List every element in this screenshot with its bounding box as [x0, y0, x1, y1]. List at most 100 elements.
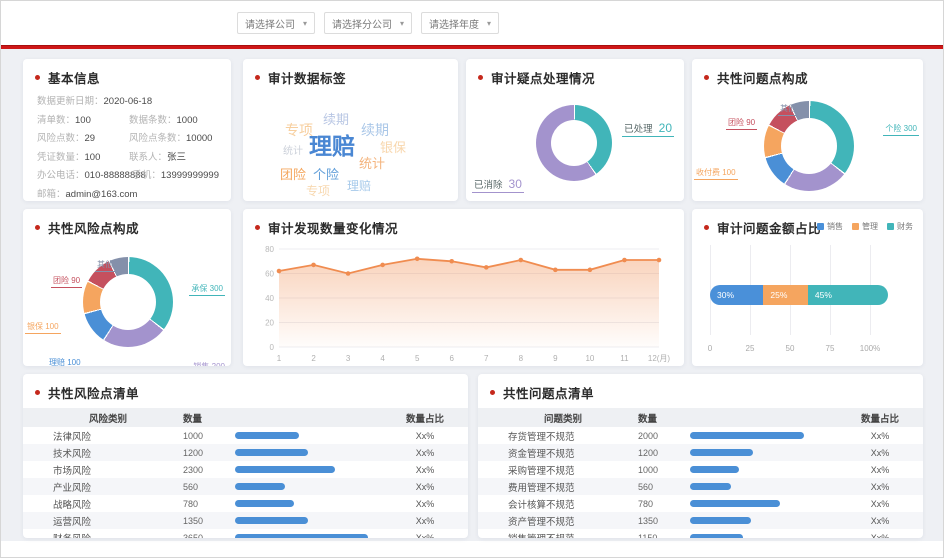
- legend-item[interactable]: 财务: [887, 221, 913, 232]
- basic-info-field: 数据更新日期：2020-06-18: [37, 96, 153, 107]
- percentage-cell: Xx%: [870, 481, 890, 492]
- category-cell: 市场风险: [53, 465, 92, 477]
- quantity-bar: [235, 483, 286, 490]
- branch-select[interactable]: 请选择分公司 ▾: [324, 12, 413, 34]
- svg-text:1: 1: [277, 354, 282, 363]
- donut-hole: [100, 274, 156, 330]
- table-row: 技术风险 1200 Xx%: [23, 444, 468, 461]
- slice-label-eliminated: 已消除 30: [472, 177, 524, 193]
- svg-text:80: 80: [265, 245, 274, 254]
- bullet-dot-icon: [35, 390, 40, 395]
- quantity-cell: 1350: [183, 515, 204, 526]
- bar-segment-财务[interactable]: 45%: [807, 285, 888, 305]
- tag-word: 理赔: [347, 179, 372, 193]
- category-cell: 存货管理不规范: [508, 431, 575, 443]
- bar-segment-管理[interactable]: 25%: [763, 285, 808, 305]
- table-row: 市场风险 2300 Xx%: [23, 461, 468, 478]
- card-amount-ratio: 审计问题金额占比 销售 管理 财务 0 25 50 75 100% 30% 25% 45%: [692, 209, 923, 366]
- column-header: 数量: [638, 413, 658, 425]
- bullet-dot-icon: [478, 75, 483, 80]
- category-cell: 战略风险: [53, 499, 92, 511]
- quantity-bar: [690, 432, 805, 439]
- quantity-bar: [690, 466, 739, 473]
- column-header: 数量占比: [860, 413, 899, 425]
- category-cell: 运营风险: [53, 516, 92, 528]
- svg-text:0: 0: [270, 343, 275, 352]
- dashboard-content: 基本信息 数据更新日期：2020-06-18 清单数：100 数据条数：1000 风险…: [1, 49, 943, 541]
- amount-ratio-legend: 销售 管理 财务: [817, 221, 913, 232]
- chevron-down-icon: ▾: [303, 18, 308, 28]
- tag-word: 统计: [359, 156, 386, 171]
- chevron-down-icon: ▾: [487, 18, 492, 28]
- card-basic-info: 基本信息 数据更新日期：2020-06-18 清单数：100 数据条数：1000 风险…: [23, 59, 231, 201]
- panel-title-amount-ratio: 审计问题金额占比: [692, 209, 923, 241]
- issue-list-table: 问题类别 数量 数量占比 存货管理不规范 2000 Xx% 资金管理不规范 1200 Xx% 采购…: [478, 408, 923, 538]
- quantity-bar: [235, 500, 294, 507]
- tag-word-cloud[interactable]: 续期 专项 续期 统计 理赔 银保 统计 团险 个险 专项 理赔: [243, 91, 458, 201]
- table-header-row: 风险类别 数量 数量占比: [23, 408, 468, 427]
- doubt-processing-chart[interactable]: 已处理 20 已消除 30: [466, 91, 684, 201]
- donut-ring[interactable]: [536, 105, 612, 181]
- bar-segment-销售[interactable]: 30%: [710, 285, 764, 305]
- basic-info-field: 联系人：张三: [129, 151, 187, 163]
- slice-label: 销售 200: [191, 361, 227, 366]
- svg-text:10: 10: [585, 354, 594, 363]
- svg-text:7: 7: [484, 354, 489, 363]
- category-cell: 采购管理不规范: [508, 465, 575, 477]
- panel-title-issue-composition: 共性问题点构成: [692, 59, 923, 91]
- svg-text:8: 8: [519, 354, 524, 363]
- table-row: 法律风险 1000 Xx%: [23, 427, 468, 444]
- svg-text:20: 20: [265, 319, 274, 328]
- bar-cell: [235, 500, 392, 507]
- basic-info-row: 办公电话：010-88888888 手机：13999999999: [37, 167, 219, 186]
- bullet-dot-icon: [255, 225, 260, 230]
- quantity-cell: 560: [638, 481, 654, 492]
- category-cell: 法律风险: [53, 431, 92, 443]
- svg-text:6: 6: [450, 354, 455, 363]
- basic-info-field: 邮箱：admin@163.com: [37, 188, 138, 200]
- tag-word: 团险: [280, 167, 307, 182]
- axis-tick-label: 100%: [859, 344, 881, 353]
- tag-word: 续期: [323, 112, 350, 127]
- year-select[interactable]: 请选择年度 ▾: [421, 12, 500, 34]
- company-select[interactable]: 请选择公司 ▾: [237, 12, 316, 34]
- axis-tick-label: 0: [707, 344, 713, 353]
- category-cell: 技术风险: [53, 448, 92, 460]
- slice-label: 银保 100: [25, 321, 61, 334]
- risk-composition-chart[interactable]: 承保 300 销售 200 理赔 100 银保 100 团险 90 其他 60: [23, 241, 231, 366]
- bullet-dot-icon: [255, 75, 260, 80]
- slice-label-processed: 已处理 20: [622, 121, 674, 137]
- svg-text:11: 11: [620, 354, 629, 363]
- legend-label: 管理: [862, 222, 878, 231]
- table-row: 资金管理不规范 1200 Xx%: [478, 444, 923, 461]
- donut-ring[interactable]: [83, 257, 173, 347]
- table-row: 费用管理不规范 560 Xx%: [478, 478, 923, 495]
- basic-info-row: 风险点数：29 风险点条数：10000: [37, 130, 219, 149]
- issue-composition-chart[interactable]: 个险 300 内控环境 200 运营 100 收付费 100 团险 90 其他 …: [692, 91, 923, 201]
- donut-ring[interactable]: [764, 101, 854, 191]
- bar-cell: [235, 483, 392, 490]
- percentage-cell: Xx%: [870, 447, 890, 458]
- svg-text:9: 9: [553, 354, 558, 363]
- percentage-cell: Xx%: [415, 515, 435, 526]
- slice-label: 个险 300: [883, 123, 919, 136]
- card-doubt-processing: 审计疑点处理情况 已处理 20 已消除 30: [466, 59, 684, 201]
- quantity-bar: [235, 534, 368, 538]
- stacked-bar[interactable]: 30% 25% 45%: [710, 285, 888, 305]
- percentage-cell: Xx%: [415, 447, 435, 458]
- slice-label: 其他 60: [95, 259, 127, 272]
- legend-item[interactable]: 管理: [852, 221, 878, 232]
- legend-swatch: [817, 223, 824, 230]
- category-cell: 资产管理不规范: [508, 516, 575, 528]
- legend-item[interactable]: 销售: [817, 221, 843, 232]
- panel-title-basic-info: 基本信息: [23, 59, 231, 91]
- table-row: 存货管理不规范 2000 Xx%: [478, 427, 923, 444]
- findings-trend-line-chart[interactable]: 0 20 40 60 80 1 2 3 4 5 6 7 8 9 10 11 12(月): [251, 241, 675, 366]
- quantity-cell: 2000: [638, 430, 659, 441]
- percentage-cell: Xx%: [870, 515, 890, 526]
- tag-word: 银保: [380, 140, 407, 155]
- quantity-cell: 560: [183, 481, 199, 492]
- amount-ratio-bar-chart[interactable]: 0 25 50 75 100% 30% 25% 45%: [707, 245, 907, 353]
- bar-cell: [690, 517, 847, 524]
- category-cell: 费用管理不规范: [508, 482, 575, 494]
